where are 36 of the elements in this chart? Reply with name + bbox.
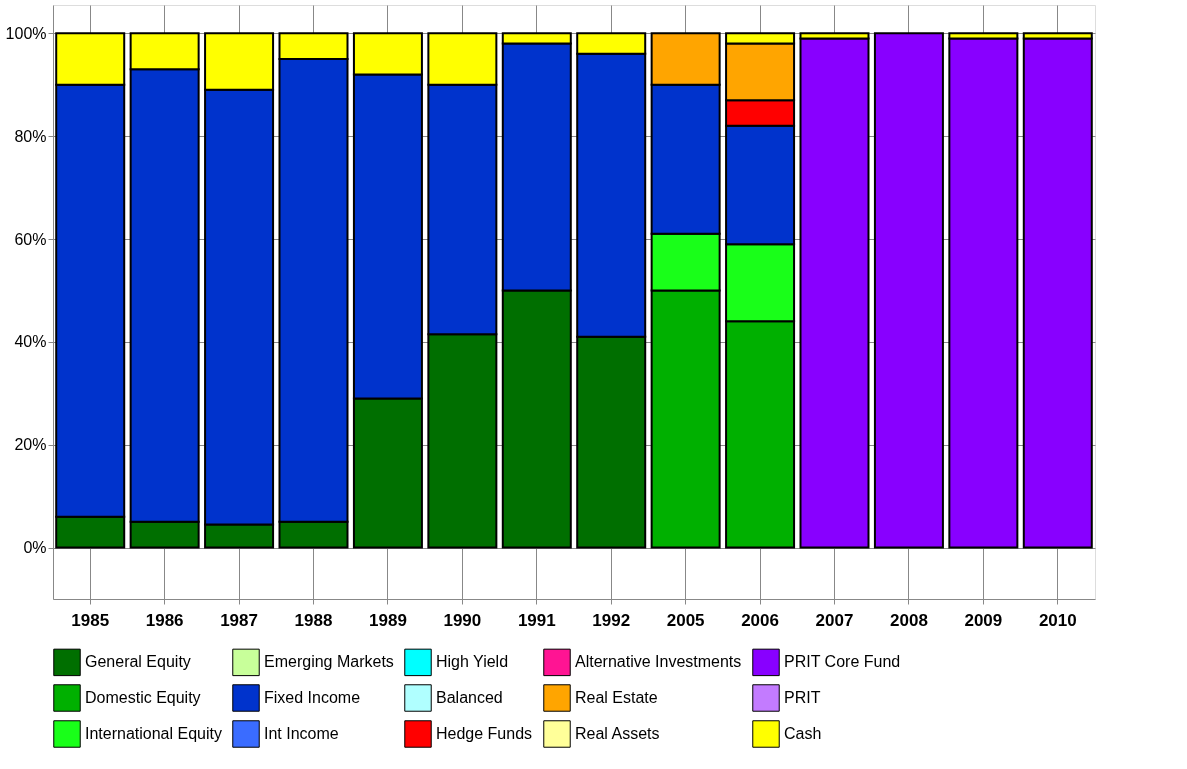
x-tick-label: 1986: [145, 610, 184, 630]
y-tick-label: 0%: [23, 539, 47, 557]
legend-label: Emerging Markets: [264, 653, 394, 671]
bar: [873, 32, 944, 549]
x-tick-label: 2009: [964, 610, 1003, 630]
legend-label: Real Estate: [575, 689, 658, 706]
y-tick-label: 80%: [14, 127, 47, 145]
legend-label: Real Assets: [575, 725, 660, 742]
legend-label: PRIT: [784, 689, 821, 706]
x-tick-label: 2006: [741, 610, 779, 630]
y-tick-label: 20%: [14, 436, 47, 454]
x-tick-label: 1988: [294, 610, 333, 630]
legend-label: Hedge Funds: [436, 725, 533, 742]
x-tick-label: 2007: [815, 610, 854, 630]
legend-label: Int Income: [264, 725, 339, 742]
legend-label: High Yield: [436, 653, 509, 671]
legend-label: International Equity: [85, 725, 222, 742]
x-tick-label: 1987: [220, 610, 258, 630]
x-tick-label: 1991: [517, 610, 556, 630]
x-tick-label: 1989: [369, 610, 407, 630]
legend-label: Domestic Equity: [85, 689, 201, 706]
legend-label: General Equity: [85, 653, 191, 671]
x-tick-label: 2010: [1038, 610, 1077, 630]
legend-label: Balanced: [436, 689, 503, 706]
y-tick-label: 40%: [14, 333, 47, 351]
x-tick-label: 1990: [443, 610, 482, 630]
x-tick-label: 1992: [592, 610, 631, 630]
legend-label: Alternative Investments: [575, 653, 742, 671]
x-tick-label: 1985: [71, 610, 110, 630]
x-tick-label: 2005: [666, 610, 705, 630]
legend-label: PRIT Core Fund: [784, 653, 901, 671]
legend-label: Fixed Income: [264, 689, 361, 706]
y-tick-label: 60%: [14, 230, 47, 248]
x-tick-label: 2008: [890, 610, 928, 630]
legend-label: Cash: [784, 725, 822, 742]
y-tick-label: 100%: [5, 24, 47, 42]
